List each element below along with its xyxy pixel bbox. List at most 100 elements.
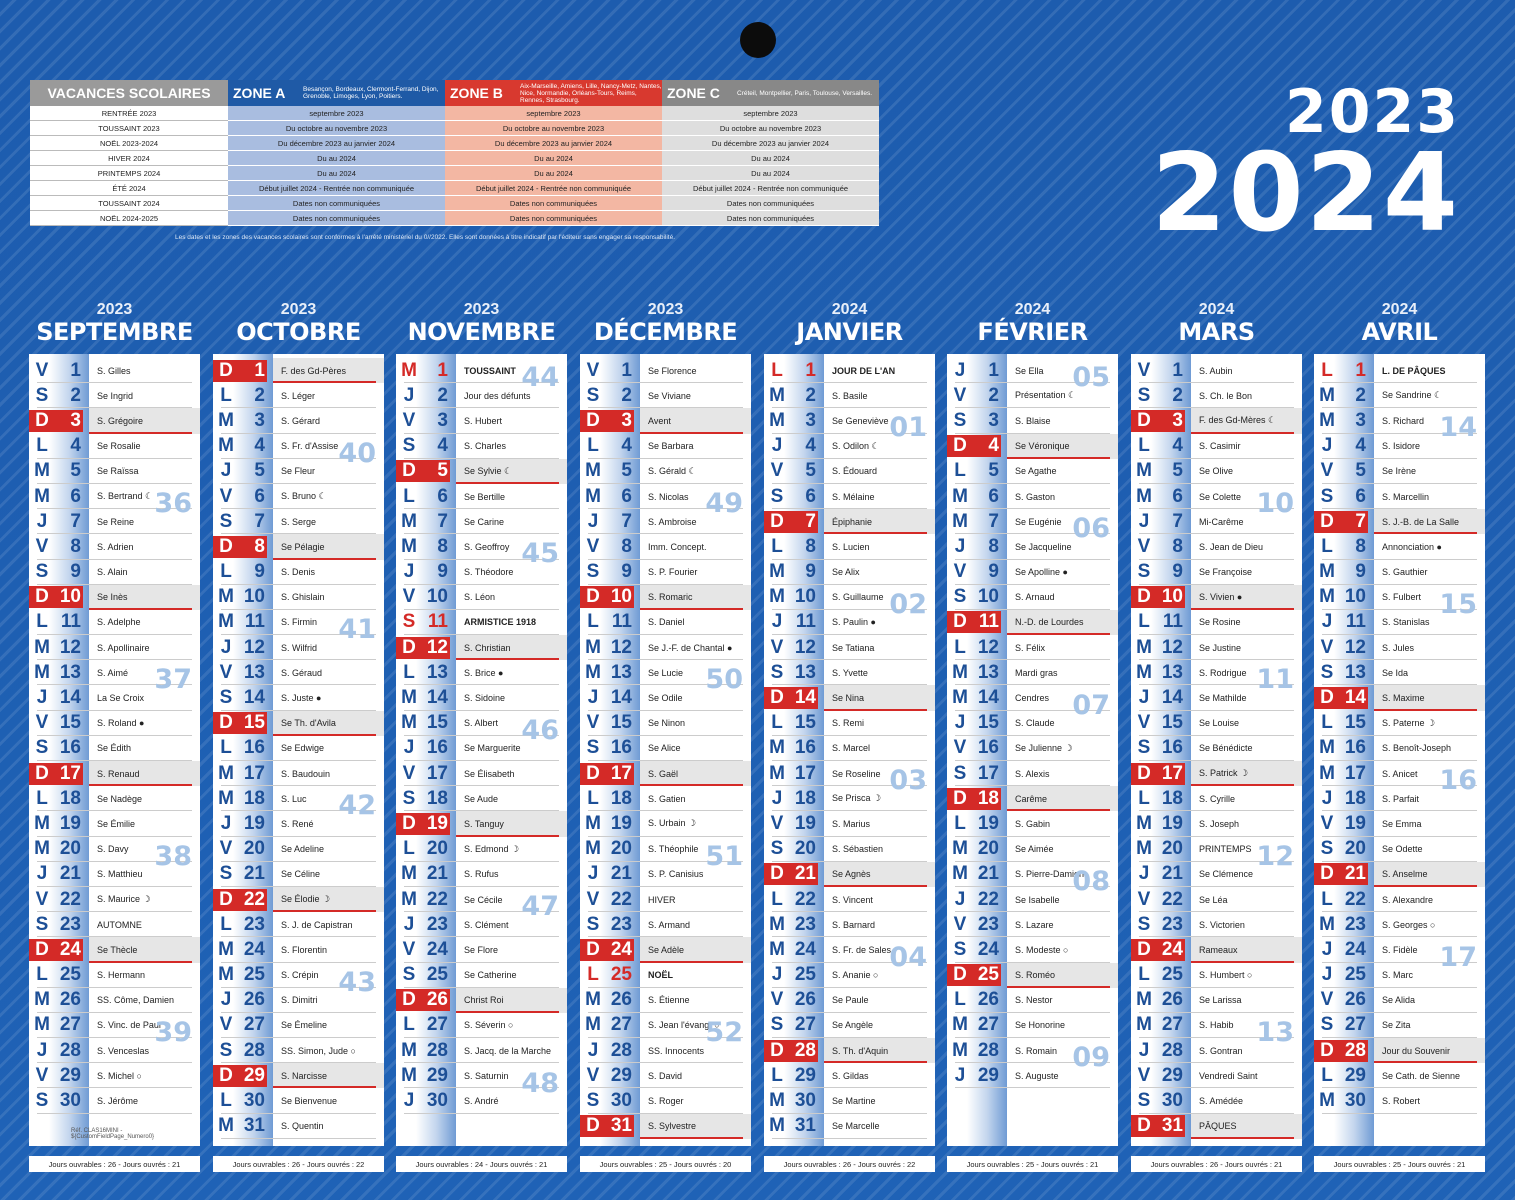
day-row: V 26 Se Alida bbox=[1314, 988, 1485, 1014]
saint-name: S. Aimé bbox=[97, 667, 129, 678]
day-letter: J bbox=[1321, 611, 1333, 633]
day-number: 26 bbox=[610, 989, 632, 1011]
day-number: 22 bbox=[239, 888, 267, 911]
day-number: 24 bbox=[1344, 938, 1366, 960]
month-name: NOVEMBRE bbox=[407, 318, 556, 346]
day-number: 27 bbox=[1344, 1014, 1366, 1036]
day-letter: D bbox=[1314, 687, 1340, 710]
saint-name: Se Honorine bbox=[1015, 1020, 1066, 1031]
day-row: M 23 S. Georges ○ bbox=[1314, 912, 1485, 938]
saint-name: Se Ida bbox=[1382, 667, 1409, 678]
saint-name: Se Alice bbox=[648, 743, 681, 754]
saint-name: NOËL bbox=[648, 970, 674, 981]
zone-b-dates: Du au 2024 bbox=[445, 151, 662, 166]
holiday-row: TOUSSAINT 2023 Du octobre au novembre 202… bbox=[30, 121, 880, 136]
day-number: 12 bbox=[243, 636, 265, 658]
day-number: 30 bbox=[1344, 1090, 1366, 1112]
day-number: 1 bbox=[621, 359, 632, 381]
month-name: AVRIL bbox=[1361, 318, 1438, 346]
day-number: 14 bbox=[426, 687, 448, 709]
day-number: 23 bbox=[977, 913, 999, 935]
day-number: 4 bbox=[973, 435, 1001, 458]
day-letter: M bbox=[218, 938, 234, 960]
day-row: D 28 Jour du Souvenir bbox=[1314, 1038, 1485, 1064]
day-letter: S bbox=[1320, 485, 1334, 507]
day-number: 22 bbox=[977, 888, 999, 910]
day-number: 20 bbox=[610, 838, 632, 860]
saint-name: Se Léa bbox=[1199, 894, 1228, 905]
week-number: 37 bbox=[154, 664, 192, 696]
day-number: 11 bbox=[973, 611, 1001, 634]
day-letter: S bbox=[219, 687, 233, 709]
day-letter: M bbox=[1136, 989, 1152, 1011]
day-row: M 13 S. Aimé bbox=[29, 660, 200, 686]
day-letter: V bbox=[770, 989, 784, 1011]
day-number: 4 bbox=[437, 435, 448, 457]
day-row: S 13 Se Ida bbox=[1314, 660, 1485, 686]
day-row: M 14 S. Sidoine bbox=[396, 685, 567, 711]
day-number: 11 bbox=[1162, 611, 1183, 633]
day-row: J 7 Se Reine bbox=[29, 509, 200, 535]
day-letter: D bbox=[1131, 586, 1157, 609]
month-days: V 1 Se Florence S 2 Se Viviane D 3 Avent L 4 Se Bar… bbox=[580, 354, 751, 1146]
day-row: S 24 S. Modeste ○ bbox=[947, 937, 1118, 963]
day-number: 21 bbox=[426, 863, 448, 885]
day-row: S 4 S. Charles bbox=[396, 434, 567, 459]
day-row: L 13 S. Brice ● bbox=[396, 660, 567, 686]
saint-name: S. Remi bbox=[832, 718, 865, 729]
saint-name: S. Casimir bbox=[1199, 441, 1241, 452]
day-row: V 19 Se Emma bbox=[1314, 811, 1485, 837]
day-number: 20 bbox=[1344, 838, 1366, 860]
day-number: 20 bbox=[59, 838, 81, 860]
saint-name: S. André bbox=[464, 1096, 499, 1107]
day-row: D 17 S. Renaud bbox=[29, 761, 200, 787]
day-number: 11 bbox=[427, 611, 448, 633]
day-letter: L bbox=[954, 812, 966, 834]
week-number: 41 bbox=[338, 614, 376, 645]
saint-name: S. Anselme bbox=[1374, 861, 1485, 887]
day-letter: J bbox=[771, 435, 783, 457]
week-number: 51 bbox=[705, 840, 743, 872]
day-row: M 24 S. Florentin bbox=[213, 937, 384, 963]
day-row: V 22 S. Maurice ☽ bbox=[29, 887, 200, 913]
day-letter: V bbox=[770, 812, 784, 834]
day-row: V 15 Se Louise bbox=[1131, 711, 1302, 737]
day-row: M 17 S. Baudouin bbox=[213, 761, 384, 787]
holiday-period-label: TOUSSAINT 2024 bbox=[30, 196, 228, 211]
day-row: M 2 Se Sandrine ☾ bbox=[1314, 383, 1485, 409]
day-row: V 26 Se Paule bbox=[764, 988, 935, 1014]
day-letter: L bbox=[771, 712, 783, 734]
day-number: 8 bbox=[70, 535, 81, 557]
zone-b-dates: septembre 2023 bbox=[445, 106, 662, 121]
saint-name: Se Aimée bbox=[1015, 844, 1054, 855]
saint-name: S. Edmond ☽ bbox=[464, 843, 520, 854]
day-row: L 4 Se Barbara bbox=[580, 434, 751, 459]
day-number: 5 bbox=[1355, 460, 1366, 482]
day-number: 22 bbox=[59, 888, 81, 910]
saint-name: Se Prisca ☽ bbox=[832, 793, 882, 804]
day-number: 22 bbox=[1161, 888, 1183, 910]
saint-name: ARMISTICE 1918 bbox=[464, 617, 537, 628]
day-row: M 23 S. Barnard bbox=[764, 912, 935, 938]
saint-name: S. Basile bbox=[832, 390, 868, 401]
day-letter: L bbox=[220, 737, 232, 759]
day-number: 15 bbox=[239, 712, 267, 735]
day-letter: L bbox=[1321, 712, 1333, 734]
day-row: S 23 S. Victorien bbox=[1131, 912, 1302, 938]
day-row: J 7 Mi-Carême bbox=[1131, 509, 1302, 535]
day-number: 14 bbox=[243, 687, 265, 709]
day-letter: V bbox=[586, 359, 600, 381]
day-letter: M bbox=[1319, 913, 1335, 935]
holidays-disclaimer: Les dates et les zones des vacances scol… bbox=[175, 234, 676, 241]
day-number: 4 bbox=[621, 435, 632, 457]
week-number: 05 bbox=[1072, 362, 1110, 393]
day-row: D 15 Se Th. d'Avila bbox=[213, 710, 384, 737]
day-row: S 30 S. Roger bbox=[580, 1088, 751, 1114]
day-row: J 24 S. Fidèle bbox=[1314, 937, 1485, 963]
day-letter: J bbox=[403, 737, 415, 759]
day-row: S 13 S. Yvette bbox=[764, 660, 935, 686]
saint-name: La Se Croix bbox=[97, 693, 145, 704]
day-letter: S bbox=[219, 1039, 233, 1061]
month-footer: Jours ouvrables : 26 - Jours ouvrés : 22 bbox=[764, 1156, 935, 1172]
day-number: 31 bbox=[1157, 1115, 1185, 1138]
